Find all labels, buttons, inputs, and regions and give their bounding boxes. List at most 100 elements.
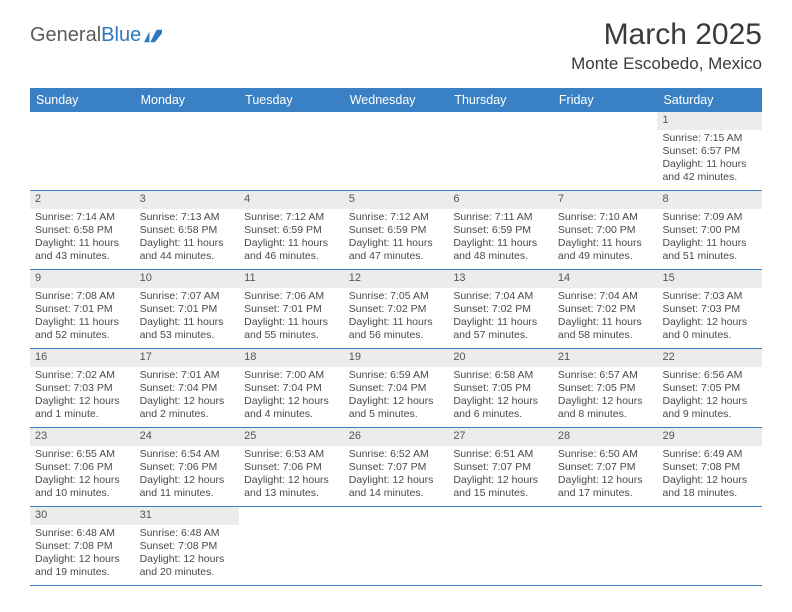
day-line: Sunrise: 7:09 AM — [662, 211, 757, 224]
day-content: Sunrise: 7:03 AMSunset: 7:03 PMDaylight:… — [657, 288, 762, 347]
day-line: Sunrise: 7:12 AM — [349, 211, 444, 224]
day-content: Sunrise: 6:51 AMSunset: 7:07 PMDaylight:… — [448, 446, 553, 505]
day-line: Sunrise: 6:48 AM — [35, 527, 130, 540]
logo-text-dark: General — [30, 24, 101, 47]
day-line: Sunset: 7:08 PM — [140, 540, 235, 553]
day-content: Sunrise: 6:54 AMSunset: 7:06 PMDaylight:… — [135, 446, 240, 505]
day-content: Sunrise: 7:04 AMSunset: 7:02 PMDaylight:… — [553, 288, 658, 347]
day-line: Sunset: 6:59 PM — [453, 224, 548, 237]
day-line: Daylight: 12 hours — [244, 395, 339, 408]
day-line: and 11 minutes. — [140, 487, 235, 500]
day-line: and 8 minutes. — [558, 408, 653, 421]
day-cell: 30Sunrise: 6:48 AMSunset: 7:08 PMDayligh… — [30, 507, 135, 585]
day-line: Daylight: 12 hours — [140, 395, 235, 408]
day-line: Sunrise: 7:14 AM — [35, 211, 130, 224]
day-line: Daylight: 12 hours — [349, 474, 444, 487]
day-content: Sunrise: 7:10 AMSunset: 7:00 PMDaylight:… — [553, 209, 658, 268]
day-number: 3 — [135, 191, 240, 209]
day-cell: 13Sunrise: 7:04 AMSunset: 7:02 PMDayligh… — [448, 270, 553, 348]
day-line: Sunset: 7:01 PM — [244, 303, 339, 316]
day-number: 10 — [135, 270, 240, 288]
day-number: 5 — [344, 191, 449, 209]
day-line: Sunset: 6:58 PM — [35, 224, 130, 237]
day-line: and 1 minute. — [35, 408, 130, 421]
day-number: 20 — [448, 349, 553, 367]
day-line: Sunset: 6:58 PM — [140, 224, 235, 237]
day-line: Daylight: 11 hours — [244, 316, 339, 329]
day-header: Monday — [135, 88, 240, 112]
day-line: Daylight: 11 hours — [140, 237, 235, 250]
day-line: and 10 minutes. — [35, 487, 130, 500]
day-line: and 5 minutes. — [349, 408, 444, 421]
day-line: Sunrise: 7:10 AM — [558, 211, 653, 224]
day-content: Sunrise: 7:00 AMSunset: 7:04 PMDaylight:… — [239, 367, 344, 426]
day-line: Sunrise: 6:55 AM — [35, 448, 130, 461]
day-line: Sunset: 7:06 PM — [140, 461, 235, 474]
day-line: Daylight: 12 hours — [662, 474, 757, 487]
day-line: Sunrise: 7:07 AM — [140, 290, 235, 303]
day-line: Sunrise: 7:05 AM — [349, 290, 444, 303]
day-cell: 11Sunrise: 7:06 AMSunset: 7:01 PMDayligh… — [239, 270, 344, 348]
day-cell — [239, 112, 344, 190]
day-cell: 15Sunrise: 7:03 AMSunset: 7:03 PMDayligh… — [657, 270, 762, 348]
week-row: 16Sunrise: 7:02 AMSunset: 7:03 PMDayligh… — [30, 349, 762, 428]
day-line: and 44 minutes. — [140, 250, 235, 263]
day-line: Sunrise: 6:59 AM — [349, 369, 444, 382]
day-line: and 2 minutes. — [140, 408, 235, 421]
day-cell: 24Sunrise: 6:54 AMSunset: 7:06 PMDayligh… — [135, 428, 240, 506]
day-cell: 9Sunrise: 7:08 AMSunset: 7:01 PMDaylight… — [30, 270, 135, 348]
day-line: and 15 minutes. — [453, 487, 548, 500]
day-cell: 23Sunrise: 6:55 AMSunset: 7:06 PMDayligh… — [30, 428, 135, 506]
day-cell: 28Sunrise: 6:50 AMSunset: 7:07 PMDayligh… — [553, 428, 658, 506]
day-line: Sunset: 7:02 PM — [349, 303, 444, 316]
day-line: Sunrise: 6:48 AM — [140, 527, 235, 540]
day-line: Daylight: 12 hours — [558, 474, 653, 487]
day-line: Sunset: 6:59 PM — [244, 224, 339, 237]
day-line: Daylight: 12 hours — [140, 553, 235, 566]
day-line: and 9 minutes. — [662, 408, 757, 421]
day-line: Daylight: 12 hours — [140, 474, 235, 487]
day-line: and 19 minutes. — [35, 566, 130, 579]
day-content: Sunrise: 6:56 AMSunset: 7:05 PMDaylight:… — [657, 367, 762, 426]
day-content: Sunrise: 7:07 AMSunset: 7:01 PMDaylight:… — [135, 288, 240, 347]
day-line: Sunset: 7:06 PM — [35, 461, 130, 474]
day-cell: 25Sunrise: 6:53 AMSunset: 7:06 PMDayligh… — [239, 428, 344, 506]
day-content: Sunrise: 7:12 AMSunset: 6:59 PMDaylight:… — [239, 209, 344, 268]
day-cell — [30, 112, 135, 190]
day-number: 19 — [344, 349, 449, 367]
day-line: Sunset: 7:07 PM — [349, 461, 444, 474]
day-line: Daylight: 11 hours — [662, 237, 757, 250]
day-cell — [448, 112, 553, 190]
day-content: Sunrise: 6:48 AMSunset: 7:08 PMDaylight:… — [135, 525, 240, 584]
day-header: Friday — [553, 88, 658, 112]
day-line: and 13 minutes. — [244, 487, 339, 500]
day-line: Sunset: 7:01 PM — [35, 303, 130, 316]
day-line: Sunset: 6:57 PM — [662, 145, 757, 158]
day-line: Daylight: 12 hours — [662, 395, 757, 408]
day-line: Sunset: 7:02 PM — [558, 303, 653, 316]
location: Monte Escobedo, Mexico — [571, 54, 762, 74]
day-line: Daylight: 12 hours — [35, 553, 130, 566]
day-number: 23 — [30, 428, 135, 446]
day-cell: 7Sunrise: 7:10 AMSunset: 7:00 PMDaylight… — [553, 191, 658, 269]
day-line: Sunrise: 7:04 AM — [558, 290, 653, 303]
day-number: 13 — [448, 270, 553, 288]
day-cell — [448, 507, 553, 585]
day-line: Sunset: 7:08 PM — [35, 540, 130, 553]
day-line: Daylight: 11 hours — [558, 316, 653, 329]
day-line: Daylight: 11 hours — [453, 316, 548, 329]
day-cell: 12Sunrise: 7:05 AMSunset: 7:02 PMDayligh… — [344, 270, 449, 348]
day-content: Sunrise: 6:59 AMSunset: 7:04 PMDaylight:… — [344, 367, 449, 426]
day-line: Sunrise: 6:51 AM — [453, 448, 548, 461]
logo-text-blue: Blue — [101, 24, 141, 47]
day-line: Sunset: 7:00 PM — [558, 224, 653, 237]
day-content: Sunrise: 7:06 AMSunset: 7:01 PMDaylight:… — [239, 288, 344, 347]
day-line: Sunrise: 7:15 AM — [662, 132, 757, 145]
day-line: Sunset: 7:06 PM — [244, 461, 339, 474]
day-line: Daylight: 11 hours — [349, 316, 444, 329]
day-line: Sunset: 7:07 PM — [453, 461, 548, 474]
day-line: Sunrise: 7:02 AM — [35, 369, 130, 382]
day-line: Sunrise: 7:12 AM — [244, 211, 339, 224]
day-content: Sunrise: 7:02 AMSunset: 7:03 PMDaylight:… — [30, 367, 135, 426]
day-number: 15 — [657, 270, 762, 288]
